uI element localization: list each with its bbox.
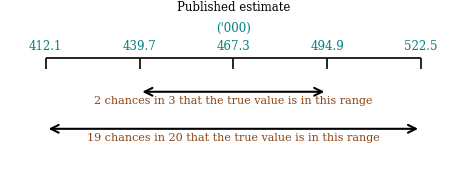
Text: 494.9: 494.9 xyxy=(310,40,344,53)
Text: ('000): ('000) xyxy=(216,22,251,35)
Text: 467.3: 467.3 xyxy=(216,40,250,53)
Text: 522.5: 522.5 xyxy=(404,40,438,53)
Text: 2 chances in 3 that the true value is in this range: 2 chances in 3 that the true value is in… xyxy=(94,96,373,106)
Text: 19 chances in 20 that the true value is in this range: 19 chances in 20 that the true value is … xyxy=(87,133,380,143)
Text: Published estimate: Published estimate xyxy=(176,1,290,14)
Text: 439.7: 439.7 xyxy=(123,40,156,53)
Text: 412.1: 412.1 xyxy=(29,40,62,53)
